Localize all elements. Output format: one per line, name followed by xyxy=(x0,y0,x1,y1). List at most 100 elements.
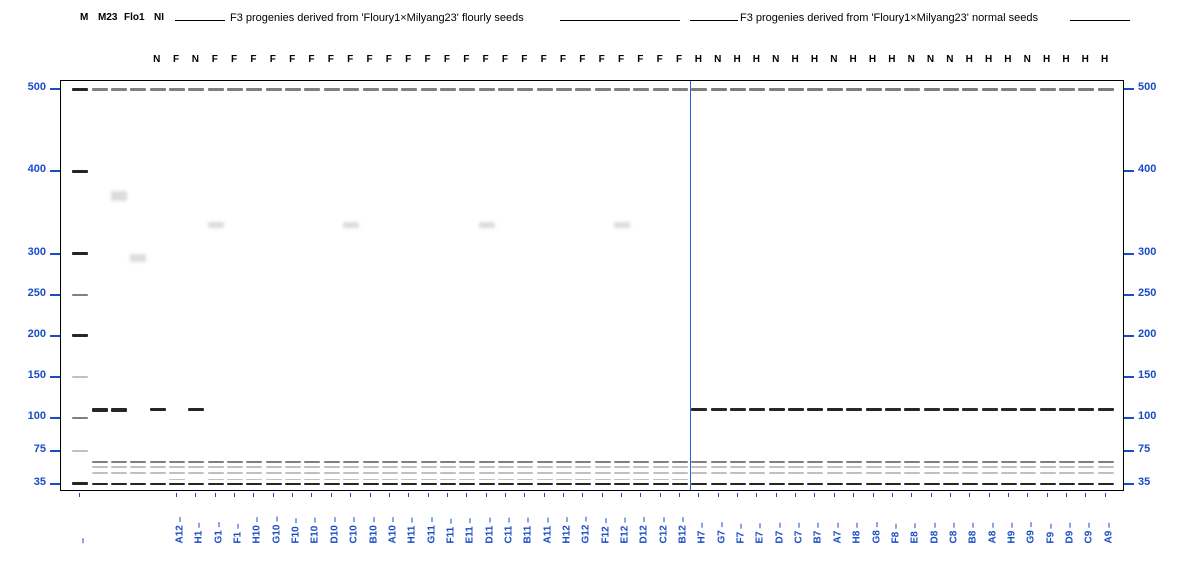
band xyxy=(246,483,262,485)
band xyxy=(846,408,862,411)
lane-label: C8 – xyxy=(948,522,959,543)
band xyxy=(343,461,359,463)
lane-label: D11 – xyxy=(484,517,495,543)
lane-tick xyxy=(1008,493,1009,497)
ylabel-left-75: 75 xyxy=(34,443,46,455)
top-letter: F xyxy=(250,54,256,65)
band xyxy=(382,466,398,468)
band xyxy=(962,408,978,411)
band xyxy=(730,466,746,468)
band xyxy=(440,472,456,474)
band xyxy=(633,88,649,91)
gel-canvas xyxy=(61,81,1123,490)
band xyxy=(72,88,88,91)
gel-figure: F3 progenies derived from 'Floury1×Milya… xyxy=(0,0,1184,561)
band xyxy=(130,483,146,485)
band xyxy=(982,461,998,463)
band xyxy=(711,483,727,485)
band xyxy=(924,408,940,411)
top-letter: F xyxy=(289,54,295,65)
top-letter: N xyxy=(153,54,160,65)
band xyxy=(904,88,920,91)
lane-label: G12 – xyxy=(581,516,592,543)
band xyxy=(982,466,998,468)
band xyxy=(904,461,920,463)
band xyxy=(1020,472,1036,474)
ylabel-left-250: 250 xyxy=(28,287,46,299)
band xyxy=(1078,408,1094,411)
band xyxy=(169,483,185,485)
top-letter: F xyxy=(308,54,314,65)
ytick-right-300 xyxy=(1124,253,1134,255)
band xyxy=(111,472,127,474)
band xyxy=(885,466,901,468)
band xyxy=(1098,466,1114,468)
band xyxy=(943,483,959,485)
band xyxy=(72,252,88,255)
band xyxy=(188,483,204,485)
top-letter: N xyxy=(830,54,837,65)
lane-label: B8 – xyxy=(968,522,979,543)
band xyxy=(459,88,475,91)
ytick-left-75 xyxy=(50,450,60,452)
ytick-left-150 xyxy=(50,376,60,378)
band xyxy=(1040,461,1056,463)
band xyxy=(711,88,727,91)
band xyxy=(788,88,804,91)
ytick-right-400 xyxy=(1124,170,1134,172)
band xyxy=(401,479,417,480)
band xyxy=(208,483,224,485)
lane-tick xyxy=(776,493,777,497)
band xyxy=(691,472,707,474)
band xyxy=(866,472,882,474)
band xyxy=(498,466,514,468)
band xyxy=(691,408,707,411)
lane-label: A8 – xyxy=(987,522,998,543)
band xyxy=(749,461,765,463)
band xyxy=(188,472,204,474)
top-letter: F xyxy=(231,54,237,65)
band xyxy=(537,461,553,463)
lane-tick xyxy=(582,493,583,497)
top-letter: F xyxy=(541,54,547,65)
band xyxy=(1001,461,1017,463)
band xyxy=(304,483,320,485)
band xyxy=(382,88,398,91)
band xyxy=(459,461,475,463)
band xyxy=(807,472,823,474)
lane-tick xyxy=(447,493,448,497)
lane-tick xyxy=(195,493,196,497)
top-letter: F xyxy=(425,54,431,65)
lane-label: A10 – xyxy=(387,517,398,544)
band xyxy=(266,466,282,468)
top-letter: H xyxy=(850,54,857,65)
lane-label: C11 – xyxy=(503,517,514,543)
band xyxy=(150,466,166,468)
top-letter: H xyxy=(1004,54,1011,65)
band xyxy=(1098,88,1114,91)
ytick-left-200 xyxy=(50,335,60,337)
lane-label: H9 – xyxy=(1006,522,1017,543)
lane-label: F7 – xyxy=(736,523,747,543)
ytick-left-35 xyxy=(50,483,60,485)
band xyxy=(169,479,185,480)
lane-tick xyxy=(834,493,835,497)
band xyxy=(672,466,688,468)
band xyxy=(575,479,591,480)
lane-tick xyxy=(892,493,893,497)
band xyxy=(846,466,862,468)
band xyxy=(943,408,959,411)
lane-label: G8 – xyxy=(871,522,882,544)
lane-label: H12 – xyxy=(561,517,572,544)
band xyxy=(1020,461,1036,463)
band xyxy=(363,461,379,463)
band xyxy=(266,461,282,463)
lane-label: C12 – xyxy=(658,517,669,544)
band xyxy=(285,461,301,463)
ylabel-left-35: 35 xyxy=(34,476,46,488)
band xyxy=(1078,483,1094,485)
band xyxy=(343,479,359,480)
band xyxy=(498,479,514,480)
ytick-right-500 xyxy=(1124,88,1134,90)
band xyxy=(150,472,166,474)
